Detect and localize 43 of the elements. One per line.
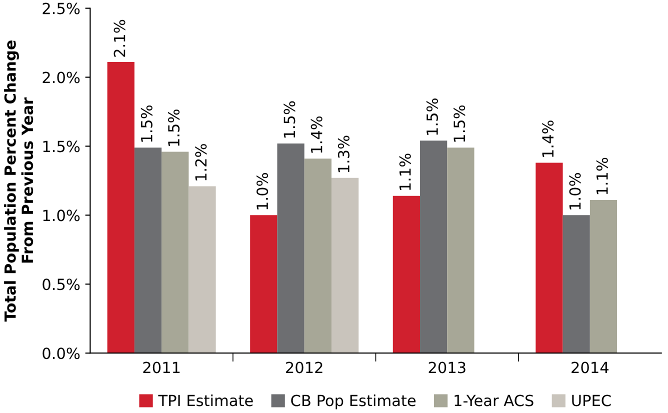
y-axis-title: Total Population Percent Change From Previous Year [4,40,34,322]
bar [420,140,448,354]
bar [304,158,332,354]
bar [536,162,563,354]
legend-label: CB Pop Estimate [291,394,416,410]
bar [107,62,134,354]
legend-label: TPI Estimate [158,394,253,406]
x-tick-label: 2011 [143,362,180,374]
bar [250,215,278,354]
data-label: 1.5% [454,105,466,142]
y-tick-label: 1.5% [43,140,80,152]
data-label: 1.0% [569,173,581,210]
bar [188,186,216,354]
y-tick-label: 2.0% [42,72,80,84]
bar [447,148,474,354]
data-label: 1.4% [542,120,554,157]
data-label: 1.1% [596,158,608,194]
bar [392,196,420,354]
bar [590,200,618,354]
data-label: 1.5% [168,110,180,146]
bar [331,178,359,354]
x-tick-label: 2014 [572,362,609,374]
x-tick-label: 2013 [428,362,466,374]
data-label: 2.1% [114,20,126,57]
legend-label: UPEC [572,394,611,406]
bar [134,148,162,354]
legend-label: 1-Year ACS [454,394,534,406]
bar [562,215,590,354]
bar [277,143,304,354]
x-tick-label: 2012 [286,362,322,374]
data-label: 1.5% [140,105,152,142]
y-tick-label: 1.0% [43,210,80,222]
data-label: 1.4% [310,116,322,153]
data-label: 1.5% [426,98,438,135]
y-tick-label: 2.5% [42,2,80,14]
data-label: 1.2% [195,144,207,180]
data-label: 1.0% [256,173,268,210]
data-label: 1.1% [399,154,411,190]
y-tick-label: 0.5% [42,278,80,290]
data-label: 1.3% [338,136,350,172]
data-label: 1.5% [284,101,296,138]
bar [162,152,189,354]
y-tick-label: 0.0% [42,348,80,360]
